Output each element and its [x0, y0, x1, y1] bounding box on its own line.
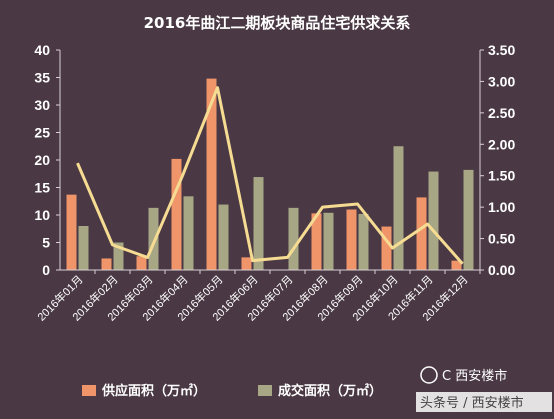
bar-supply — [451, 260, 462, 270]
bar-deal — [428, 171, 439, 270]
y-left-tick-label: 35 — [34, 70, 50, 86]
bar-deal — [323, 212, 334, 270]
bar-deal — [358, 213, 369, 270]
y-right-tick-label: 3.50 — [488, 42, 515, 58]
y-left-tick-label: 10 — [34, 207, 50, 223]
bar-deal — [218, 204, 229, 270]
bar-deal — [113, 242, 124, 270]
y-left-tick-label: 5 — [42, 235, 50, 251]
bar-supply — [346, 209, 357, 270]
bar-supply — [206, 78, 217, 270]
y-right-tick-label: 2.50 — [488, 105, 515, 121]
bar-supply — [416, 197, 427, 270]
bar-supply — [136, 256, 147, 270]
legend-swatch-deal — [258, 385, 272, 396]
y-left-tick-label: 30 — [34, 97, 50, 113]
bar-deal — [148, 207, 159, 270]
bar-supply — [311, 213, 322, 270]
y-right-tick-label: 3.00 — [488, 73, 515, 89]
legend-label-supply: 供应面积（万㎡） — [101, 383, 206, 399]
watermark: C 西安楼市 头条号 / 西安楼市 — [416, 366, 552, 412]
y-left-tick-label: 40 — [34, 42, 50, 58]
y-right-tick-label: 0.50 — [488, 231, 515, 247]
bar-supply — [241, 257, 252, 270]
y-right-tick-label: 1.00 — [488, 199, 515, 215]
bar-supply — [101, 258, 112, 270]
bar-supply — [171, 158, 182, 270]
y-right-tick-label: 0.00 — [488, 262, 515, 278]
legend-label-deal: 成交面积（万㎡） — [278, 383, 382, 399]
bar-supply — [381, 226, 392, 270]
y-right-tick-label: 1.50 — [488, 168, 515, 184]
y-left-tick-label: 20 — [34, 152, 50, 168]
y-left-tick-label: 15 — [34, 180, 50, 196]
watermark-bg — [416, 392, 552, 412]
watermark-logo-icon — [420, 366, 438, 384]
y-right-tick-label: 2.00 — [488, 136, 515, 152]
ratio-line — [76, 86, 464, 265]
legend-swatch-supply — [82, 385, 96, 396]
watermark-line1: C 西安楼市 — [442, 368, 507, 384]
chart-title: 2016年曲江二期板块商品住宅供求关系 — [144, 14, 411, 32]
bar-deal — [288, 207, 299, 270]
y-left-tick-label: 0 — [42, 262, 50, 278]
bar-deal — [78, 226, 89, 270]
bar-deal — [253, 177, 264, 270]
watermark-line2: 头条号 / 西安楼市 — [420, 395, 524, 411]
bar-deal — [183, 196, 194, 270]
bar-deal — [463, 169, 474, 270]
bar-deal — [393, 146, 404, 270]
bar-supply — [66, 194, 77, 270]
y-left-tick-label: 25 — [34, 125, 50, 141]
